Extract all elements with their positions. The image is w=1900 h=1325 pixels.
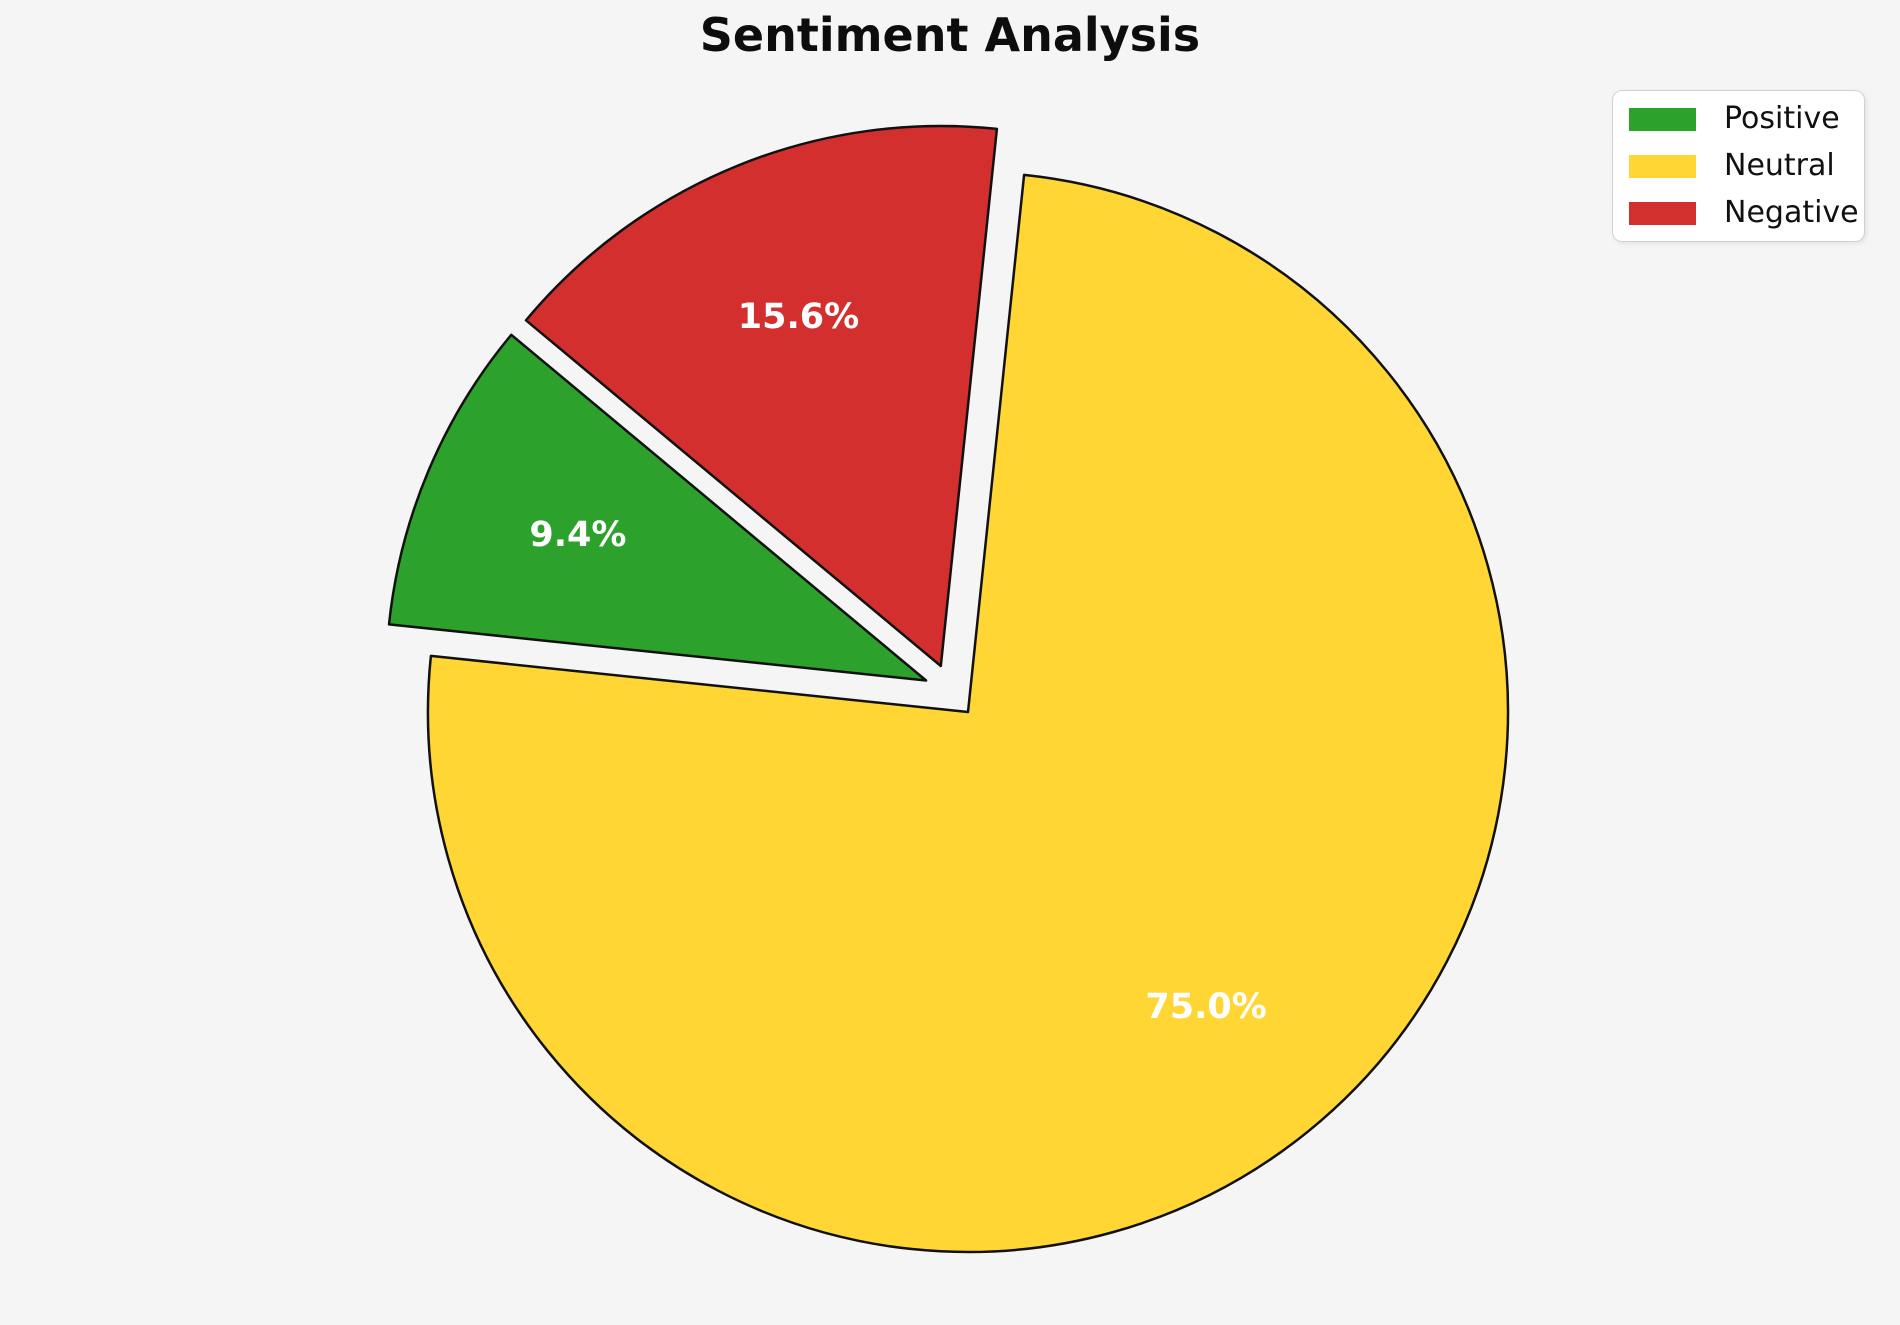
legend-label: Negative: [1724, 195, 1859, 230]
pie-slice-positive: [387, 333, 928, 682]
pct-label-positive: 9.4%: [529, 515, 626, 555]
pie-slice-neutral: [426, 173, 1510, 1254]
legend-label: Neutral: [1724, 148, 1835, 183]
legend-swatch-positive-icon: [1629, 107, 1696, 131]
legend-swatch-neutral-icon: [1629, 154, 1696, 178]
legend-row: Positive: [1629, 104, 1848, 134]
legend-label: Positive: [1724, 101, 1840, 136]
pie-slice-negative: [524, 124, 999, 668]
legend-swatch-negative-icon: [1629, 201, 1696, 225]
legend-row: Neutral: [1629, 151, 1848, 181]
legend-row: Negative: [1629, 198, 1859, 228]
pct-label-neutral: 75.0%: [1145, 987, 1266, 1027]
legend-box: Positive Neutral Negative: [1612, 90, 1865, 242]
chart-title: Sentiment Analysis: [699, 8, 1201, 62]
pct-label-negative: 15.6%: [738, 297, 859, 337]
